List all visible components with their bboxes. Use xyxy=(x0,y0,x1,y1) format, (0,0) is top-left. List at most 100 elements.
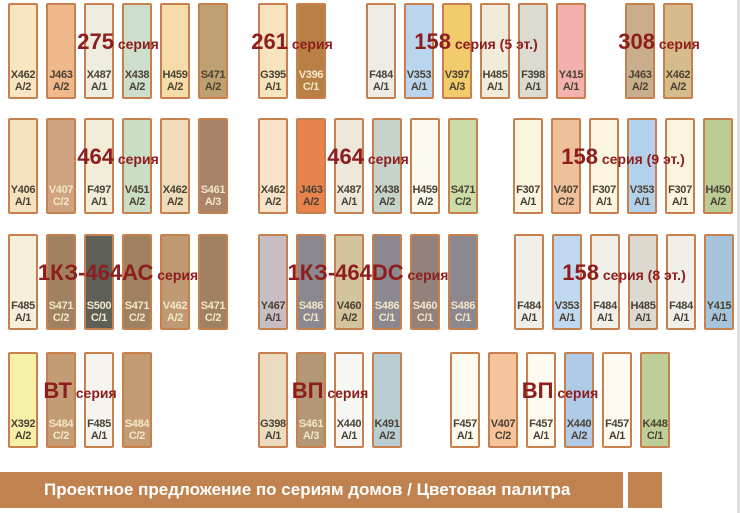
swatch-variant: А/2 xyxy=(302,196,320,208)
swatch-variant: А/1 xyxy=(672,312,690,324)
series-suffix: серия (9 эт.) xyxy=(597,151,685,167)
series-title-1kz-464ac: 1КЗ-464АС серия xyxy=(38,262,198,285)
swatch-label: F485 А/1 xyxy=(10,300,36,328)
color-swatch-F484: F484 А/1 xyxy=(366,3,396,99)
swatch-code: V451 xyxy=(124,184,150,196)
series-group-1kz-464ac: 1КЗ-464АС серия F485 А/1 S471 С/2 S500 С/1 S471… xyxy=(8,234,228,330)
footer-banner: Проектное предложение по сериям домов / … xyxy=(0,472,623,508)
color-swatch-V462: V462 А/2 xyxy=(160,234,190,330)
swatch-code: X462 xyxy=(260,184,286,196)
swatch-label: Y415 А/1 xyxy=(558,69,584,97)
swatch-code: F457 xyxy=(529,418,553,430)
swatch-code: G398 xyxy=(260,418,286,430)
swatch-label: F485 А/1 xyxy=(86,418,112,446)
swatch-code: Y415 xyxy=(706,300,732,312)
swatch-variant: А/1 xyxy=(90,196,108,208)
series-title-vp-a: ВП серия xyxy=(292,380,369,403)
swatch-variant: А/1 xyxy=(90,430,108,442)
swatch-variant: А/2 xyxy=(340,312,358,324)
series-group-308: 308 серия J463 А/2 X462 А/2 xyxy=(618,3,700,99)
color-swatch-F307: F307 А/1 xyxy=(513,118,543,214)
swatch-variant: А/1 xyxy=(264,430,282,442)
series-suffix: серия xyxy=(553,385,599,401)
color-swatch-K448: K448 С/1 xyxy=(640,352,670,448)
series-number: 158 xyxy=(562,260,599,285)
color-swatch-V396: V396 С/1 xyxy=(296,3,326,99)
color-swatch-V460: V460 А/2 xyxy=(334,234,364,330)
series-number: 1КЗ-464АС xyxy=(37,260,154,285)
swatch-variant: А/2 xyxy=(378,430,396,442)
color-swatch-S471: S471 А/2 xyxy=(198,3,228,99)
swatch-label: X438 А/2 xyxy=(124,69,150,97)
swatch-variant: А/1 xyxy=(633,196,651,208)
swatch-code: J463 xyxy=(628,69,652,81)
swatch-label: K448 С/1 xyxy=(642,418,668,446)
color-swatch-V407: V407 С/2 xyxy=(551,118,581,214)
color-swatch-S471: S471 С/2 xyxy=(448,118,478,214)
swatch-code: S471 xyxy=(200,69,226,81)
color-swatch-H450: H450 А/2 xyxy=(703,118,733,214)
swatch-variant: А/2 xyxy=(570,430,588,442)
swatch-variant: А/1 xyxy=(671,196,689,208)
swatch-variant: А/1 xyxy=(264,81,282,93)
swatch-code: F485 xyxy=(87,418,111,430)
swatch-code: K448 xyxy=(642,418,668,430)
color-swatch-F484: F484 А/1 xyxy=(590,234,620,330)
color-swatch-X487: X487 А/1 xyxy=(84,3,114,99)
swatch-label: X462 А/2 xyxy=(665,69,691,97)
swatch-label: S461 А/3 xyxy=(298,418,324,446)
swatch-variant: А/1 xyxy=(519,196,537,208)
swatch-variant: А/3 xyxy=(448,81,466,93)
color-swatch-S484: S484 С/2 xyxy=(46,352,76,448)
swatch-code: V353 xyxy=(406,69,432,81)
series-number: ВП xyxy=(291,378,324,403)
series-group-158-8: 158 серия (8 эт.) F484 А/1 V353 А/1 F484 А/1 H4… xyxy=(514,234,734,330)
swatch-variant: А/1 xyxy=(264,312,282,324)
swatch-code: G395 xyxy=(260,69,286,81)
swatch-code: F307 xyxy=(516,184,540,196)
series-group-464-a: 464 серия Y406 А/1 V407 С/2 F497 А/1 V451 А/2 X46… xyxy=(8,118,228,214)
swatch-variant: А/2 xyxy=(378,196,396,208)
swatch-label: F307 А/1 xyxy=(667,184,693,212)
series-suffix: серия xyxy=(363,151,409,167)
swatch-variant: С/1 xyxy=(302,81,320,93)
color-swatch-H485: H485 А/1 xyxy=(628,234,658,330)
swatch-code: V460 xyxy=(336,300,362,312)
swatch-variant: А/1 xyxy=(90,81,108,93)
swatch-variant: А/2 xyxy=(14,81,32,93)
series-number: ВТ xyxy=(43,378,72,403)
swatch-label: S471 С/2 xyxy=(124,300,150,328)
series-title-158-9: 158 серия (9 эт.) xyxy=(561,146,684,169)
swatch-variant: А/2 xyxy=(166,81,184,93)
swatch-code: X440 xyxy=(566,418,592,430)
swatch-label: X462 А/2 xyxy=(260,184,286,212)
series-suffix: серия xyxy=(71,385,117,401)
swatch-code: S471 xyxy=(200,300,226,312)
swatch-code: V407 xyxy=(553,184,579,196)
series-suffix: серия xyxy=(113,36,159,52)
swatch-variant: А/2 xyxy=(204,81,222,93)
swatch-variant: А/2 xyxy=(166,312,184,324)
color-swatch-Y406: Y406 А/1 xyxy=(8,118,38,214)
series-title-vt: ВТ серия xyxy=(43,380,116,403)
color-swatch-J463: J463 А/2 xyxy=(296,118,326,214)
swatch-label: F484 А/1 xyxy=(368,69,394,97)
swatch-variant: А/1 xyxy=(456,430,474,442)
swatch-label: V462 А/2 xyxy=(162,300,188,328)
swatch-code: F484 xyxy=(669,300,693,312)
swatch-variant: С/1 xyxy=(378,312,396,324)
series-number: ВП xyxy=(521,378,554,403)
color-swatch-H459: H459 А/2 xyxy=(160,3,190,99)
series-title-vp-b: ВП серия xyxy=(522,380,599,403)
color-swatch-F307: F307 А/1 xyxy=(665,118,695,214)
swatch-label: H450 А/2 xyxy=(705,184,731,212)
series-title-158-8: 158 серия (8 эт.) xyxy=(562,262,685,285)
swatch-variant: С/1 xyxy=(90,312,108,324)
swatch-label: V397 А/3 xyxy=(444,69,470,97)
swatch-label: X440 А/1 xyxy=(336,418,362,446)
swatch-label: V451 А/2 xyxy=(124,184,150,212)
swatch-code: Y467 xyxy=(260,300,286,312)
swatch-variant: А/2 xyxy=(264,196,282,208)
swatch-variant: А/2 xyxy=(128,196,146,208)
swatch-code: F484 xyxy=(517,300,541,312)
